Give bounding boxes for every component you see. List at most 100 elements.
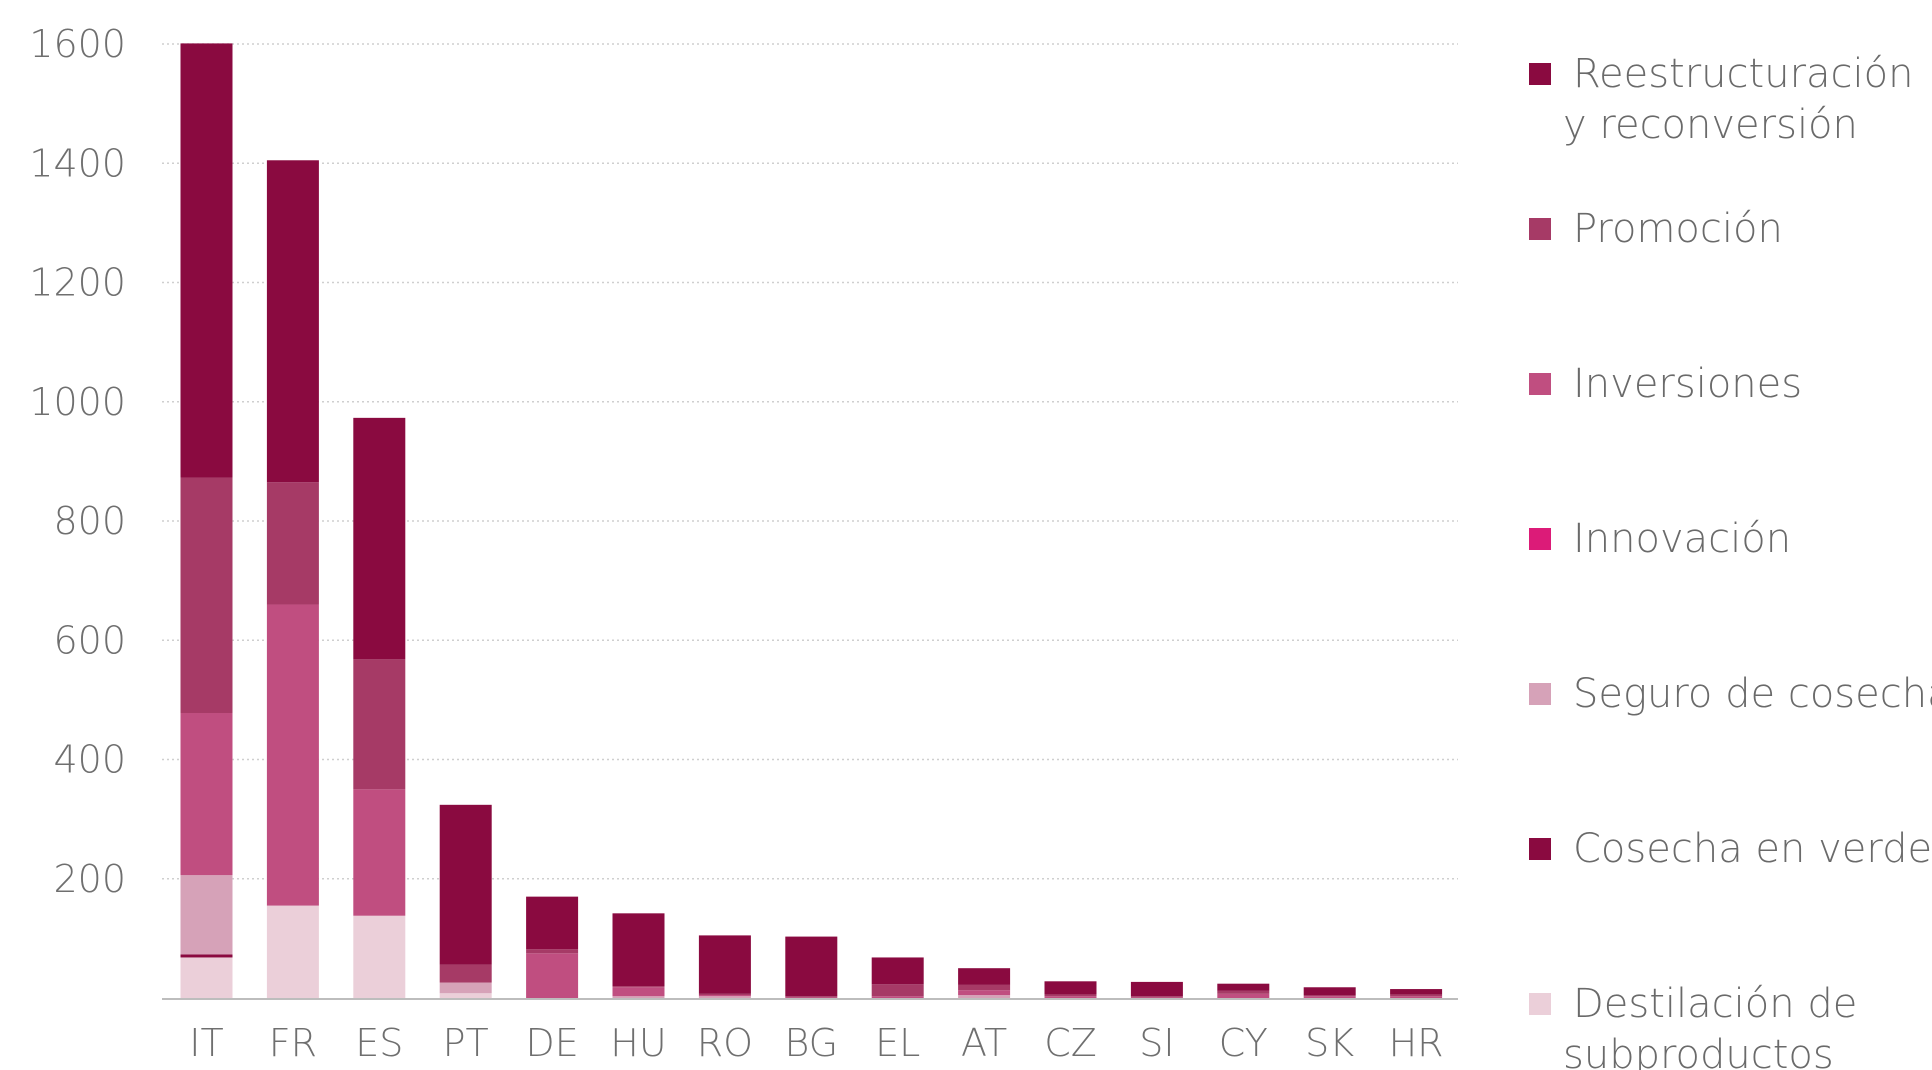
bar-segment-sk-reestructuracion-y-reconversion — [1303, 987, 1356, 996]
y-tick-label-800: 800 — [53, 499, 126, 543]
bar-segment-pt-destilacion-de-subproductos — [439, 993, 492, 998]
legend-label: subproductos — [1563, 1032, 1834, 1070]
bar-stack-cz — [1044, 981, 1097, 998]
bar-segment-pt-seguro-de-cosecha — [439, 982, 492, 994]
legend-swatch — [1529, 528, 1551, 550]
y-tick-label-1400: 1400 — [29, 141, 126, 185]
legend-item-innovacion: Innovación — [1529, 516, 1791, 562]
x-axis: IT FR ES PT DE HU RO BG EL AT CZ SI CY SK HR — [162, 998, 1458, 1065]
x-tick-label-it: IT — [189, 1021, 223, 1065]
bar-segment-ro-promocion — [698, 993, 751, 996]
bar-segment-it-destilacion-de-subproductos — [180, 957, 233, 998]
bar-segment-hu-reestructuracion-y-reconversion — [612, 913, 665, 987]
legend: Reestructuración y reconversión Promoción I… — [1529, 51, 1932, 1070]
y-tick-label-1200: 1200 — [29, 261, 126, 305]
bar-stack-it — [180, 43, 233, 998]
legend-label: Inversiones — [1573, 361, 1802, 407]
legend-label: Seguro de cosecha — [1573, 671, 1932, 717]
bar-segment-cy-reestructuracion-y-reconversion — [1217, 983, 1270, 991]
bar-segment-si-reestructuracion-y-reconversion — [1130, 981, 1183, 997]
y-tick-label-1600: 1600 — [29, 22, 126, 66]
y-tick-label-200: 200 — [53, 857, 126, 901]
bar-segment-fr-destilacion-de-subproductos — [266, 905, 319, 998]
x-tick-label-es: ES — [355, 1021, 403, 1065]
legend-swatch — [1529, 63, 1551, 85]
bar-stack-cy — [1217, 983, 1270, 998]
bar-segment-bg-reestructuracion-y-reconversion — [785, 936, 838, 997]
bar-stack-pt — [439, 804, 492, 998]
legend-label: Promoción — [1573, 206, 1783, 252]
legend-item-reestructuracion-y-reconversion: Reestructuración y reconversión — [1529, 51, 1913, 148]
legend-label: Reestructuración — [1573, 51, 1913, 97]
bar-segment-cz-promocion — [1044, 994, 1097, 997]
bar-segment-hr-promocion — [1390, 994, 1443, 997]
legend-label: y reconversión — [1563, 102, 1858, 148]
bar-segment-sk-promocion — [1303, 995, 1356, 997]
bar-segment-cz-reestructuracion-y-reconversion — [1044, 981, 1097, 995]
legend-label: Innovación — [1573, 516, 1791, 562]
y-tick-label-400: 400 — [53, 738, 126, 782]
bar-segment-si-promocion — [1130, 996, 1183, 998]
y-axis-ticks: 200 400 600 800 1000 1200 1400 1600 — [29, 22, 126, 901]
x-tick-label-hu: HU — [610, 1021, 666, 1065]
legend-label: Cosecha en verde — [1573, 826, 1932, 872]
x-tick-label-cz: CZ — [1044, 1021, 1097, 1065]
bar-stack-at — [958, 968, 1011, 998]
bar-segment-it-cosecha-en-verde — [180, 954, 233, 958]
bar-segment-sk-inversiones — [1303, 996, 1356, 998]
x-tick-label-ro: RO — [697, 1021, 753, 1065]
x-tick-label-pt: PT — [443, 1021, 489, 1065]
bar-segment-es-destilacion-de-subproductos — [353, 915, 406, 998]
x-tick-label-si: SI — [1139, 1021, 1174, 1065]
bar-stack-es — [353, 417, 406, 998]
x-tick-label-cy: CY — [1219, 1021, 1268, 1065]
bar-segment-si-inversiones — [1130, 997, 1183, 998]
bars — [180, 43, 1443, 998]
bar-segment-it-promocion — [180, 477, 233, 713]
legend-swatch — [1529, 993, 1551, 1015]
bar-segment-bg-promocion — [785, 996, 838, 998]
bar-segment-hu-seguro-de-cosecha — [612, 996, 665, 998]
bar-segment-hu-inversiones — [612, 987, 665, 997]
x-tick-label-hr: HR — [1389, 1021, 1444, 1065]
bar-segment-es-inversiones — [353, 789, 406, 916]
legend-item-cosecha-en-verde: Cosecha en verde — [1529, 826, 1932, 872]
legend-swatch — [1529, 373, 1551, 395]
legend-label: Destilación de — [1573, 981, 1857, 1027]
bar-segment-fr-promocion — [266, 482, 319, 605]
bar-segment-el-promocion — [871, 984, 924, 997]
bar-stack-hr — [1390, 989, 1443, 998]
bar-segment-at-inversiones — [958, 990, 1011, 996]
x-tick-label-at: AT — [961, 1021, 1007, 1065]
bar-segment-at-reestructuracion-y-reconversion — [958, 968, 1011, 985]
bar-stack-de — [526, 896, 579, 998]
legend-item-inversiones: Inversiones — [1529, 361, 1802, 407]
bar-stack-hu — [612, 913, 665, 998]
bar-segment-it-inversiones — [180, 712, 233, 876]
bar-segment-pt-promocion — [439, 964, 492, 983]
x-tick-label-de: DE — [525, 1021, 578, 1065]
legend-swatch — [1529, 218, 1551, 240]
bar-segment-hr-inversiones — [1390, 996, 1443, 998]
bar-stack-si — [1130, 981, 1183, 998]
bar-segment-de-promocion — [526, 949, 579, 954]
bar-segment-el-inversiones — [871, 996, 924, 998]
bar-segment-es-promocion — [353, 659, 406, 790]
legend-swatch — [1529, 838, 1551, 860]
bar-stack-ro — [698, 935, 751, 998]
y-tick-label-1000: 1000 — [29, 380, 126, 424]
bar-segment-es-reestructuracion-y-reconversion — [353, 417, 406, 660]
bar-segment-cz-inversiones — [1044, 996, 1097, 998]
bar-segment-ro-inversiones — [698, 995, 751, 997]
bar-segment-ro-seguro-de-cosecha — [698, 996, 751, 998]
legend-item-promocion: Promoción — [1529, 206, 1783, 252]
bar-segment-fr-reestructuracion-y-reconversion — [266, 160, 319, 483]
bar-segment-cy-inversiones — [1217, 993, 1270, 998]
bar-segment-cy-promocion — [1217, 990, 1270, 994]
bar-segment-it-reestructuracion-y-reconversion — [180, 43, 233, 478]
bar-segment-bg-inversiones — [785, 997, 838, 998]
bar-segment-at-promocion — [958, 984, 1011, 991]
x-tick-label-el: EL — [875, 1021, 920, 1065]
legend-item-seguro-de-cosecha: Seguro de cosecha — [1529, 671, 1932, 717]
